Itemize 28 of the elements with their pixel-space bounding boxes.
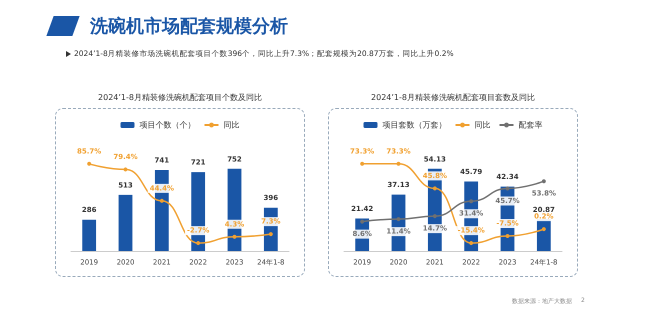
- legend-label: 项目套数（万套）: [382, 120, 446, 130]
- point: [160, 198, 164, 203]
- point: [396, 217, 400, 222]
- legend-label: 同比: [224, 120, 240, 130]
- point: [360, 220, 364, 224]
- point: [506, 186, 510, 190]
- point: [232, 234, 236, 239]
- point: [124, 167, 128, 172]
- point: [432, 214, 437, 218]
- bar: [118, 194, 132, 251]
- point: [196, 241, 200, 246]
- legend-label: 配套率: [518, 120, 542, 130]
- point: [542, 179, 546, 184]
- text: 洗碗机市场配套规模分析: [90, 15, 288, 38]
- point: [432, 186, 437, 190]
- bar: [82, 220, 96, 251]
- point: [360, 162, 364, 166]
- legend-label: 同比: [474, 120, 490, 130]
- legend-label: 项目个数（个）: [140, 120, 196, 130]
- point: [268, 232, 273, 236]
- point: [87, 162, 92, 166]
- point: [396, 162, 400, 166]
- chart-title: 2024’1-8月精装修洗碗机配套项目个数及同比: [97, 92, 263, 104]
- point: [542, 227, 546, 232]
- point: [469, 241, 474, 246]
- chart-title: 2024’1-8月精装修洗碗机配套项目套数及同比: [370, 92, 536, 104]
- point: [506, 234, 510, 238]
- point: [469, 199, 474, 204]
